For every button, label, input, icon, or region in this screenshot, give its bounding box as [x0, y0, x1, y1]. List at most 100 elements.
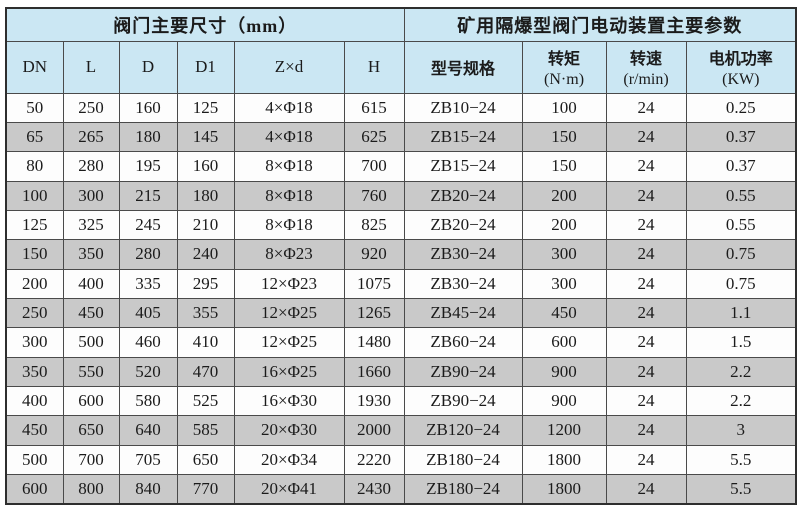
column-label: 转速 — [630, 51, 663, 68]
cell-motor-power: 5.5 — [685, 444, 797, 475]
valve-spec-table: 阀门主要尺寸（mm） 矿用隔爆型阀门电动装置主要参数 DN L D D1 Z×d H 型号规… — [5, 7, 798, 505]
cell-model-spec: ZB20−24 — [403, 180, 523, 211]
cell-speed: 24 — [605, 473, 687, 505]
column-header-h: H — [343, 40, 405, 94]
column-header-row: DN L D D1 Z×d H 型号规格 转矩 (N·m) 转速 (r/min) 电机功率 (KW) — [5, 40, 797, 94]
cell-dn: 400 — [5, 385, 64, 417]
column-label: H — [367, 57, 381, 76]
cell-dn: 150 — [5, 239, 64, 270]
cell-zxd: 12×Φ25 — [233, 297, 345, 329]
cell-d1: 770 — [176, 473, 235, 505]
cell-d1: 145 — [176, 121, 235, 153]
column-label: D — [141, 57, 155, 76]
cell-torque: 150 — [521, 121, 607, 153]
table-header: 阀门主要尺寸（mm） 矿用隔爆型阀门电动装置主要参数 DN L D D1 Z×d H 型号规… — [5, 7, 797, 94]
cell-d: 195 — [118, 151, 178, 182]
cell-dn: 50 — [5, 92, 64, 123]
cell-d: 705 — [118, 444, 178, 475]
column-label: Z×d — [274, 57, 304, 76]
column-header-model-spec: 型号规格 — [403, 40, 523, 94]
cell-model-spec: ZB180−24 — [403, 473, 523, 505]
cell-h: 700 — [343, 151, 405, 182]
cell-torque: 150 — [521, 151, 607, 182]
column-header-l: L — [62, 40, 120, 94]
cell-d: 245 — [118, 209, 178, 241]
cell-d: 280 — [118, 239, 178, 270]
cell-dn: 300 — [5, 327, 64, 358]
cell-torque: 1800 — [521, 444, 607, 475]
column-header-d: D — [118, 40, 178, 94]
cell-d: 215 — [118, 180, 178, 211]
cell-l: 400 — [62, 268, 120, 299]
cell-torque: 300 — [521, 239, 607, 270]
cell-h: 625 — [343, 121, 405, 153]
column-label: 型号规格 — [431, 61, 496, 78]
cell-d1: 650 — [176, 444, 235, 475]
cell-speed: 24 — [605, 92, 687, 123]
cell-h: 1075 — [343, 268, 405, 299]
cell-zxd: 12×Φ25 — [233, 327, 345, 358]
table-row: 500 700 705 650 20×Φ34 2220 ZB180−24 1800 24 5.5 — [5, 444, 797, 475]
cell-torque: 1800 — [521, 473, 607, 505]
cell-l: 500 — [62, 327, 120, 358]
table-row: 300 500 460 410 12×Φ25 1480 ZB60−24 600 24 1.5 — [5, 327, 797, 358]
cell-model-spec: ZB30−24 — [403, 239, 523, 270]
cell-l: 450 — [62, 297, 120, 329]
cell-zxd: 16×Φ25 — [233, 356, 345, 387]
column-label: 电机功率 — [708, 51, 773, 68]
table-row: 600 800 840 770 20×Φ41 2430 ZB180−24 1800 24 5.5 — [5, 473, 797, 505]
cell-torque: 200 — [521, 209, 607, 241]
group-header-actuator-params: 矿用隔爆型阀门电动装置主要参数 — [403, 7, 797, 42]
cell-d1: 470 — [176, 356, 235, 387]
cell-speed: 24 — [605, 415, 687, 446]
cell-l: 350 — [62, 239, 120, 270]
cell-model-spec: ZB20−24 — [403, 209, 523, 241]
cell-d: 840 — [118, 473, 178, 505]
cell-model-spec: ZB15−24 — [403, 121, 523, 153]
cell-d1: 525 — [176, 385, 235, 417]
cell-dn: 500 — [5, 444, 64, 475]
cell-d: 580 — [118, 385, 178, 417]
cell-torque: 200 — [521, 180, 607, 211]
cell-motor-power: 2.2 — [685, 356, 797, 387]
cell-dn: 200 — [5, 268, 64, 299]
cell-motor-power: 1.5 — [685, 327, 797, 358]
cell-model-spec: ZB15−24 — [403, 151, 523, 182]
cell-d: 180 — [118, 121, 178, 153]
cell-l: 600 — [62, 385, 120, 417]
cell-zxd: 8×Φ18 — [233, 151, 345, 182]
table-row: 250 450 405 355 12×Φ25 1265 ZB45−24 450 24 1.1 — [5, 297, 797, 329]
column-unit: (r/min) — [623, 71, 669, 88]
cell-l: 650 — [62, 415, 120, 446]
cell-l: 550 — [62, 356, 120, 387]
cell-motor-power: 0.55 — [685, 180, 797, 211]
cell-zxd: 20×Φ34 — [233, 444, 345, 475]
cell-torque: 1200 — [521, 415, 607, 446]
cell-motor-power: 3 — [685, 415, 797, 446]
column-header-speed: 转速 (r/min) — [605, 40, 687, 94]
cell-speed: 24 — [605, 268, 687, 299]
cell-model-spec: ZB180−24 — [403, 444, 523, 475]
cell-motor-power: 0.75 — [685, 268, 797, 299]
cell-torque: 900 — [521, 356, 607, 387]
cell-l: 700 — [62, 444, 120, 475]
cell-h: 2000 — [343, 415, 405, 446]
table-row: 80 280 195 160 8×Φ18 700 ZB15−24 150 24 0.37 — [5, 151, 797, 182]
cell-model-spec: ZB120−24 — [403, 415, 523, 446]
cell-model-spec: ZB30−24 — [403, 268, 523, 299]
table-body: 50 250 160 125 4×Φ18 615 ZB10−24 100 24 0.25 65 265… — [5, 92, 797, 505]
cell-motor-power: 0.25 — [685, 92, 797, 123]
cell-zxd: 16×Φ30 — [233, 385, 345, 417]
cell-d: 405 — [118, 297, 178, 329]
table-row: 400 600 580 525 16×Φ30 1930 ZB90−24 900 24 2.2 — [5, 385, 797, 417]
cell-speed: 24 — [605, 327, 687, 358]
cell-d1: 125 — [176, 92, 235, 123]
cell-h: 2220 — [343, 444, 405, 475]
table-row: 450 650 640 585 20×Φ30 2000 ZB120−24 1200 24 3 — [5, 415, 797, 446]
cell-h: 1930 — [343, 385, 405, 417]
cell-d1: 180 — [176, 180, 235, 211]
cell-l: 280 — [62, 151, 120, 182]
table-row: 200 400 335 295 12×Φ23 1075 ZB30−24 300 24 0.75 — [5, 268, 797, 299]
cell-d1: 240 — [176, 239, 235, 270]
cell-h: 1265 — [343, 297, 405, 329]
